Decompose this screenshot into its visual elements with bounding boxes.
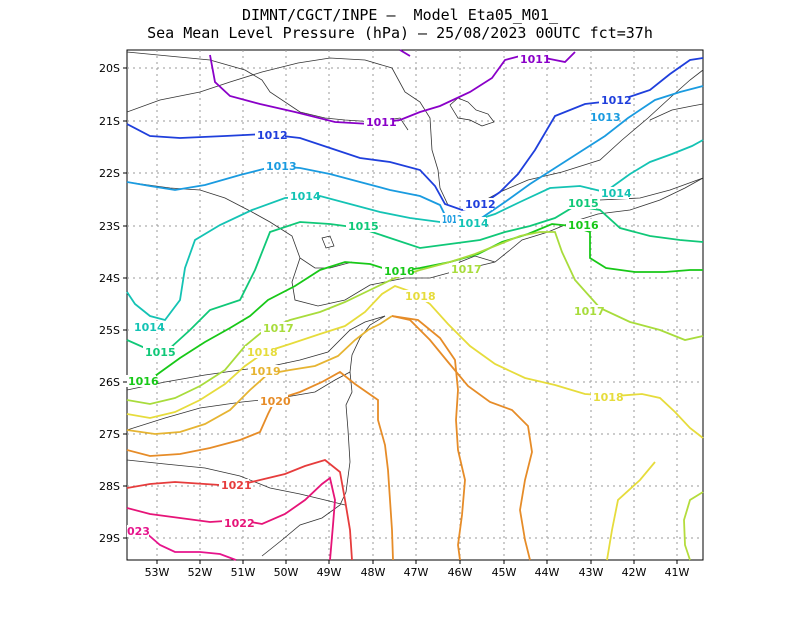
isobar-1021 (126, 459, 353, 561)
label-1016-c: 1016 (128, 375, 159, 388)
lon-label: 41W (665, 566, 690, 579)
lon-label: 50W (274, 566, 299, 579)
label-1018-b: 1018 (247, 346, 278, 359)
lat-label: 22S (99, 167, 120, 180)
label-1014-d: 1014 (134, 321, 165, 334)
lon-label: 42W (622, 566, 647, 579)
lat-label: 23S (99, 220, 120, 233)
lon-label: 52W (188, 566, 213, 579)
isobar-1017 (126, 231, 704, 405)
label-1013: 1013 (590, 111, 621, 124)
label-1014: 1014 (290, 190, 321, 203)
lon-label: 46W (448, 566, 473, 579)
isobar-1011-west (399, 49, 411, 57)
lat-label: 20S (99, 62, 120, 75)
lat-label: 27S (99, 428, 120, 441)
label-1015: 1015 (348, 220, 379, 233)
label-1015-b: 1015 (568, 197, 599, 210)
label-1022: 1022 (224, 517, 255, 530)
label-1018-c: 1018 (593, 391, 624, 404)
isobar-1017-east (606, 461, 656, 561)
isobar-1022 (126, 476, 336, 561)
label-1011: 1011 (520, 53, 551, 66)
label-1018: 1018 (405, 290, 436, 303)
label-1012-b: 1012 (257, 129, 288, 142)
lon-label: 47W (404, 566, 429, 579)
lat-label: 29S (99, 532, 120, 545)
lat-label: 25S (99, 324, 120, 337)
isobar-1015 (126, 205, 704, 351)
label-1014-c: 1014 (601, 187, 632, 200)
lon-label: 51W (231, 566, 256, 579)
chart-title-line1: DIMNT/CGCT/INPE – Model Eta05_M01_ (241, 6, 559, 24)
lon-label: 44W (535, 566, 560, 579)
lon-label: 53W (145, 566, 170, 579)
lat-labels: 20S 21S 22S 23S 24S 25S 26S 27S 28S 29S (99, 62, 120, 545)
chart-title-line2: Sea Mean Level Pressure (hPa) – 25/08/20… (147, 24, 653, 42)
lon-label: 43W (579, 566, 604, 579)
label-1016: 1016 (384, 265, 415, 278)
lat-label: 24S (99, 272, 120, 285)
reservoirs (321, 97, 495, 249)
lon-label: 48W (361, 566, 386, 579)
label-1012-c: 1012 (465, 198, 496, 211)
label-1017-b: 1017 (263, 322, 294, 335)
lon-label: 49W (317, 566, 342, 579)
label-1015-c: 1015 (145, 346, 176, 359)
label-1019: 1019 (250, 365, 281, 378)
isobar-1020 (126, 370, 394, 561)
axis-ticks (123, 67, 678, 564)
isobar-1020-b (391, 315, 466, 561)
label-1023: 023 (127, 525, 150, 538)
isobar-1020-east (391, 315, 533, 561)
isobar-1019 (126, 315, 393, 435)
lon-labels: 53W 52W 51W 50W 49W 48W 47W 46W 45W 44W … (145, 566, 690, 579)
isobar-1018-far-east (683, 491, 704, 561)
label-1021: 1021 (221, 479, 252, 492)
lat-label: 26S (99, 376, 120, 389)
label-1012: 1012 (601, 94, 632, 107)
label-1017: 1017 (451, 263, 482, 276)
isobar-labels: 1011 1011 1012 1012 1012 1013 1013 1013 … (126, 53, 632, 538)
map-frame (126, 49, 704, 561)
lat-label: 21S (99, 115, 120, 128)
graticule (127, 50, 703, 560)
lon-label: 45W (492, 566, 517, 579)
label-1014-b: 1014 (458, 217, 489, 230)
label-1017-c: 1017 (574, 305, 605, 318)
lat-label: 28S (99, 480, 120, 493)
isobar-1013 (126, 85, 704, 223)
label-1013-b: 1013 (266, 160, 297, 173)
label-1016-b: 1016 (568, 219, 599, 232)
isobar-lines (126, 49, 704, 561)
isobar-1016 (126, 223, 703, 383)
label-1011-b: 1011 (366, 116, 397, 129)
isobar-1014 (126, 139, 704, 322)
label-1020: 1020 (260, 395, 291, 408)
